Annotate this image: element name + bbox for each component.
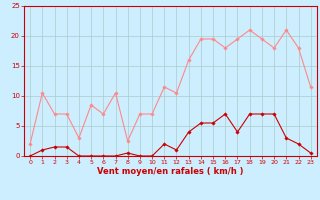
X-axis label: Vent moyen/en rafales ( km/h ): Vent moyen/en rafales ( km/h ) (97, 167, 244, 176)
